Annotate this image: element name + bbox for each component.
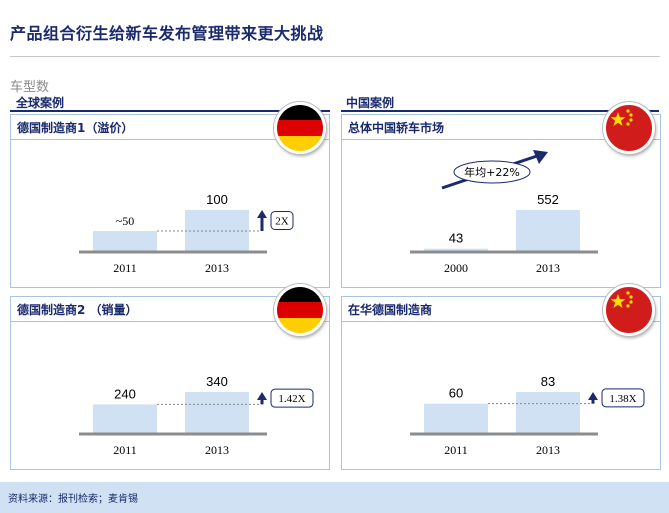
section-label-global: 全球案例 [16, 96, 65, 110]
page-title: 产品组合衍生给新车发布管理带来更大挑战 [10, 24, 324, 43]
cagr-oval [453, 160, 531, 184]
section-label-china: 中国案例 [346, 96, 395, 110]
tick-label: 2013 [205, 261, 229, 275]
tick-label: 2011 [113, 443, 137, 457]
panel-body: 240 2011 340 2013 1.42X [11, 322, 329, 469]
tick-label: 2013 [536, 443, 560, 457]
panel-title: 总体中国轿车市场 [348, 121, 445, 135]
bar-chart: ~50 2011 100 2013 2X [79, 192, 294, 275]
growth-multiplier-box [601, 388, 645, 408]
up-arrow-icon [257, 210, 267, 218]
growth-multiplier-box [270, 211, 294, 230]
cagr-label: 年均+22% [464, 165, 520, 179]
germany-flag-icon [274, 284, 326, 336]
panel-body: 43 2000 552 2013 年均+22% [342, 140, 660, 287]
bar [516, 210, 580, 252]
tick-label: 2013 [536, 261, 560, 275]
bar [516, 392, 580, 434]
data-label: 240 [114, 386, 136, 401]
arrow-head-icon [533, 150, 548, 164]
section-divider-global [10, 110, 330, 112]
china-flag-icon [603, 284, 655, 336]
panel-title: 在华德国制造商 [348, 303, 433, 317]
china-flag-icon [603, 102, 655, 154]
section-divider-china [341, 110, 659, 112]
footer-source-bar: 资料来源：报刊检索；麦肯锡 [0, 482, 669, 513]
bar [93, 404, 157, 434]
bar-chart: 240 2011 340 2013 1.42X [79, 374, 314, 457]
chart-panel-german-oem-1: 德国制造商1（溢价） ~50 2011 100 2013 2X [10, 114, 330, 288]
growth-multiplier-label: 1.42X [278, 393, 305, 405]
tick-label: 2000 [444, 261, 468, 275]
bar [185, 392, 249, 434]
chart-panel-german-oem-2: 德国制造商2 （销量） 240 2011 340 2013 1.42X [10, 296, 330, 470]
panel-body: ~50 2011 100 2013 2X [11, 140, 329, 287]
tick-label: 2011 [113, 261, 137, 275]
data-label: 100 [206, 192, 228, 207]
source-note: 资料来源：报刊检索；麦肯锡 [8, 494, 138, 505]
bar-chart: 60 2011 83 2013 1.38X [410, 374, 645, 457]
bar [424, 248, 488, 252]
panel-body: 60 2011 83 2013 1.38X [342, 322, 660, 469]
growth-multiplier-box [270, 388, 314, 408]
bar [93, 231, 157, 252]
data-label: ~50 [116, 214, 135, 228]
germany-flag-icon [274, 102, 326, 154]
growth-multiplier-label: 1.38X [609, 393, 636, 405]
bar [424, 403, 488, 434]
data-label: 83 [541, 374, 555, 389]
data-label: 552 [537, 192, 559, 207]
data-label: 340 [206, 374, 228, 389]
bar-chart: 43 2000 552 2013 年均+22% [410, 150, 598, 275]
tick-label: 2011 [444, 443, 468, 457]
panel-title: 德国制造商1（溢价） [17, 121, 134, 135]
data-label: 43 [449, 231, 463, 246]
tick-label: 2013 [205, 443, 229, 457]
growth-multiplier-label: 2X [275, 216, 289, 228]
data-label: 60 [449, 386, 463, 401]
up-arrow-icon [588, 392, 598, 400]
title-divider [10, 56, 660, 57]
unit-label: 车型数 [10, 80, 50, 95]
up-arrow-icon [257, 392, 267, 400]
panel-title: 德国制造商2 （销量） [17, 303, 138, 317]
